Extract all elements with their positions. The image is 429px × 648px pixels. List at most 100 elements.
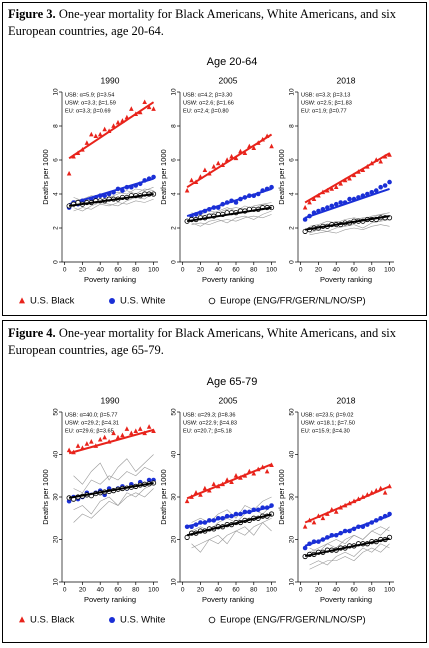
country-line: [191, 517, 272, 553]
triangle-marker: [251, 145, 257, 150]
triangle-marker: [229, 153, 234, 159]
fit-line: [68, 193, 154, 207]
annotation: USW: α=3.3; β=1.59: [65, 100, 116, 106]
caption: Figure 3. One-year mortality for Black A…: [8, 6, 420, 40]
x-axis-label: Poverty ranking: [320, 595, 372, 604]
annotation: EU: α=3.3; β=0.69: [65, 108, 111, 114]
caption-text: One-year mortality for Black Americans, …: [8, 7, 396, 38]
x-tick-label: 80: [368, 267, 376, 274]
country-line: [309, 224, 390, 236]
triangle-marker: [387, 152, 392, 157]
triangle-marker: [97, 436, 103, 442]
panel-title: 2005: [219, 395, 238, 405]
fit-line: [186, 133, 273, 189]
fit-line: [186, 505, 272, 528]
x-axis-label: Poverty ranking: [320, 275, 372, 284]
fit-line: [304, 187, 390, 219]
x-tick-label: 80: [250, 267, 258, 274]
y-tick-label: 6: [289, 158, 296, 162]
panel-title: 2005: [219, 75, 238, 85]
x-tick-label: 80: [368, 587, 376, 594]
annotation: USW: α=22.9; β=4.83: [183, 420, 237, 426]
x-tick-label: 20: [315, 587, 323, 594]
triangle-marker: [115, 119, 121, 125]
x-tick-label: 0: [63, 267, 67, 274]
y-tick-label: 0: [53, 260, 60, 264]
x-tick-label: 40: [215, 267, 223, 274]
y-tick-label: 10: [53, 88, 60, 96]
triangle-marker: [111, 430, 116, 436]
y-tick-label: 0: [289, 260, 296, 264]
circle-marker: [369, 190, 375, 195]
x-tick-label: 40: [97, 267, 105, 274]
x-tick-label: 0: [299, 587, 303, 594]
x-tick-label: 40: [333, 267, 341, 274]
country-line: [73, 488, 154, 523]
open-circle-marker: [208, 297, 216, 305]
triangle-marker: [137, 426, 143, 431]
legend-label: U.S. Black: [30, 615, 75, 626]
triangle-marker: [102, 126, 107, 132]
country-line: [191, 522, 272, 549]
triangle-marker: [111, 123, 116, 128]
circle-marker: [302, 545, 308, 551]
triangle-marker: [229, 479, 234, 484]
figure-title: Age 65-79: [207, 376, 258, 388]
y-tick-label: 40: [171, 451, 178, 459]
triangle-marker: [189, 177, 194, 183]
annotation: EU: α=1.9; β=0.77: [301, 108, 347, 114]
annotation: EU: α=29.6; β=3.65: [65, 428, 114, 434]
legend-label: Europe (ENG/FR/GER/NL/NO/SP): [220, 615, 366, 626]
triangle-marker: [89, 438, 94, 444]
circle-marker: [338, 200, 343, 205]
circle-marker: [109, 617, 115, 623]
y-tick-label: 30: [289, 493, 296, 501]
triangle-marker: [307, 199, 312, 205]
figure-frame: [2, 320, 427, 643]
triangle-marker: [184, 498, 190, 504]
triangle-marker: [333, 184, 339, 190]
y-tick-label: 20: [289, 536, 296, 544]
y-axis-label: Deaths per 1000: [159, 149, 168, 204]
x-tick-label: 40: [97, 587, 105, 594]
triangle-marker: [151, 106, 156, 111]
country-line: [73, 466, 154, 494]
y-axis-label: Deaths per 1000: [277, 469, 286, 524]
x-tick-label: 0: [63, 587, 67, 594]
y-tick-label: 20: [53, 536, 60, 544]
x-tick-label: 0: [181, 267, 185, 274]
triangle-marker: [19, 297, 25, 304]
x-axis-label: Poverty ranking: [202, 275, 254, 284]
x-tick-label: 20: [197, 267, 205, 274]
triangle-marker: [264, 468, 270, 474]
triangle-marker: [333, 509, 339, 514]
annotation: USB: α=40.0; β=5.77: [65, 412, 117, 418]
caption-text: One-year mortality for Black Americans, …: [8, 326, 396, 357]
triangle-marker: [115, 434, 121, 440]
triangle-marker: [146, 424, 152, 429]
panel-title: 2018: [337, 395, 356, 405]
y-tick-label: 50: [171, 408, 178, 416]
x-tick-label: 80: [132, 267, 140, 274]
x-tick-label: 20: [315, 267, 323, 274]
circle-marker: [387, 179, 392, 185]
open-circle-marker: [208, 616, 216, 624]
x-tick-label: 60: [350, 587, 358, 594]
figure-title: Age 20-64: [207, 56, 258, 68]
triangle-marker: [211, 164, 217, 169]
x-tick-label: 60: [114, 587, 122, 594]
triangle-marker: [146, 104, 152, 110]
fit-line: [304, 514, 390, 547]
y-tick-label: 8: [53, 124, 60, 128]
fit-line: [68, 481, 154, 499]
triangle-marker: [129, 106, 134, 111]
x-tick-label: 80: [132, 587, 140, 594]
fit-line: [186, 513, 272, 537]
x-tick-label: 100: [266, 267, 277, 274]
panel-title: 1990: [101, 395, 120, 405]
x-axis-label: Poverty ranking: [84, 275, 136, 284]
circle-marker: [378, 184, 383, 190]
fit-line: [304, 152, 391, 204]
y-tick-label: 8: [289, 124, 296, 128]
x-tick-label: 60: [232, 267, 240, 274]
